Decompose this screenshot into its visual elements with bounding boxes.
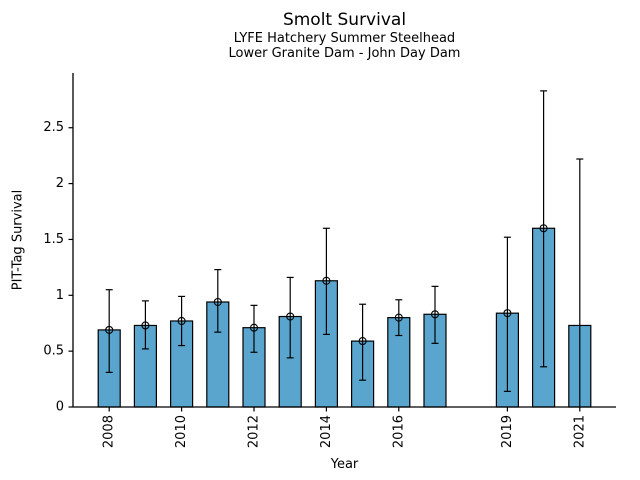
marker-2012 bbox=[249, 323, 259, 332]
y-tick-label-2: 2 bbox=[56, 176, 64, 191]
marker-2011 bbox=[213, 297, 222, 307]
x-tick-label-2021: 2021 bbox=[572, 415, 587, 448]
chart-title: Smolt Survival bbox=[282, 10, 407, 30]
x-tick-label-2019: 2019 bbox=[500, 415, 515, 448]
y-tick-label-0: 0 bbox=[56, 400, 64, 415]
x-axis-label: Year bbox=[330, 457, 359, 472]
marker-2019 bbox=[503, 309, 512, 318]
y-tick-label-0.5: 0.5 bbox=[43, 344, 64, 359]
marker-2010 bbox=[177, 316, 186, 326]
x-tick-label-2014: 2014 bbox=[319, 415, 334, 448]
marker-2013 bbox=[286, 312, 295, 321]
x-tick-label-2008: 2008 bbox=[102, 415, 117, 448]
y-tick-label-2.5: 2.5 bbox=[43, 120, 64, 135]
x-tick-label-2016: 2016 bbox=[391, 415, 406, 448]
marker-2009 bbox=[141, 321, 150, 330]
chart-subtitle-line1: LYFE Hatchery Summer Steelhead bbox=[233, 31, 456, 46]
marker-2020 bbox=[539, 224, 548, 233]
marker-2016 bbox=[394, 313, 403, 322]
chart-subtitle-line2: Lower Granite Dam - John Day Dam bbox=[228, 46, 461, 61]
marker-2014 bbox=[322, 276, 331, 285]
marker-2015 bbox=[358, 337, 367, 346]
y-tick-label-1.5: 1.5 bbox=[43, 232, 64, 247]
y-tick-label-1: 1 bbox=[56, 288, 64, 303]
x-tick-label-2010: 2010 bbox=[174, 415, 189, 448]
marker-2008 bbox=[105, 325, 114, 334]
y-axis-label: PIT-Tag Survival bbox=[10, 189, 26, 291]
x-tick-label-2012: 2012 bbox=[247, 415, 262, 448]
marker-2017 bbox=[430, 310, 440, 319]
